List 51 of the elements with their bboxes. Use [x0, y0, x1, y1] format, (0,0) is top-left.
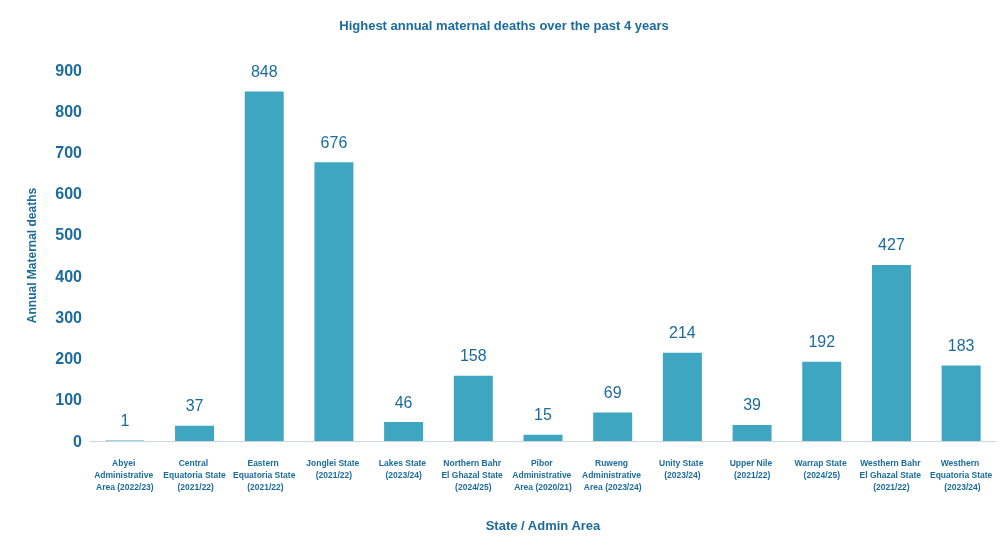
y-tick-label: 0 [73, 432, 83, 450]
bar [662, 352, 702, 441]
y-tick-label: 800 [55, 102, 83, 120]
data-label: 15 [534, 406, 552, 424]
data-label: 39 [743, 396, 762, 414]
bar [453, 375, 493, 441]
data-label: 848 [250, 62, 278, 80]
data-label: 183 [947, 337, 975, 355]
bar [175, 425, 215, 441]
bar [244, 91, 284, 441]
x-tick-label: Warrap State (2024/25) [794, 458, 850, 480]
data-label: 158 [459, 347, 487, 365]
x-tick-label: Jonglei State (2021/22) [306, 458, 362, 480]
y-tick-label: 700 [55, 143, 83, 161]
data-label: 676 [320, 133, 348, 151]
data-label: 192 [808, 333, 836, 351]
data-label: 214 [669, 324, 696, 342]
y-tick-label: 600 [55, 185, 83, 203]
bar [941, 365, 981, 441]
x-tick-label: Pibor Administrative Area (2020/21) [512, 458, 574, 492]
x-tick-label: Upper Nile (2021/22) [729, 458, 775, 480]
x-tick-label: Unity State (2023/24) [659, 458, 706, 480]
x-tick-label: Central Equatoria State (2021/22) [163, 458, 226, 492]
y-tick-label: 500 [55, 226, 83, 244]
data-label: 37 [185, 397, 204, 415]
x-tick-label: Abyei Administrative Area (2022/23) [94, 458, 156, 492]
data-label: 1 [120, 412, 130, 430]
y-tick-label: 300 [55, 308, 83, 326]
x-tick-label: Northern Bahr El Ghazal State (2024/25) [441, 458, 506, 492]
y-axis-title: Annual Maternal deaths [25, 187, 39, 324]
data-label: 69 [603, 384, 622, 402]
x-tick-label: Westhern Equatoria State (2023/24) [929, 458, 993, 492]
x-tick-label: Ruweng Administrative Area (2023/24) [581, 458, 644, 492]
y-tick-label: 200 [55, 350, 83, 368]
x-tick-label: Lakes State (2023/24) [378, 458, 429, 480]
bar [314, 162, 354, 441]
x-tick-label: Westhern Bahr El Ghazal State (2021/22) [859, 458, 924, 492]
x-tick-label: Eastern Equatoria State (2021/22) [233, 458, 296, 492]
bar [593, 412, 633, 441]
y-tick-label: 400 [55, 267, 83, 285]
y-tick-label: 100 [55, 391, 83, 409]
bar [871, 264, 911, 441]
y-tick-label: 900 [55, 61, 83, 79]
chart-title: Highest annual maternal deaths over the past 4 years [339, 18, 669, 33]
bar [384, 422, 424, 441]
x-axis-title: State / Admin Area [485, 518, 602, 533]
bar [802, 361, 842, 441]
data-label: 46 [394, 393, 413, 411]
bar [523, 434, 563, 441]
bar [732, 424, 772, 441]
data-label: 427 [878, 236, 905, 254]
